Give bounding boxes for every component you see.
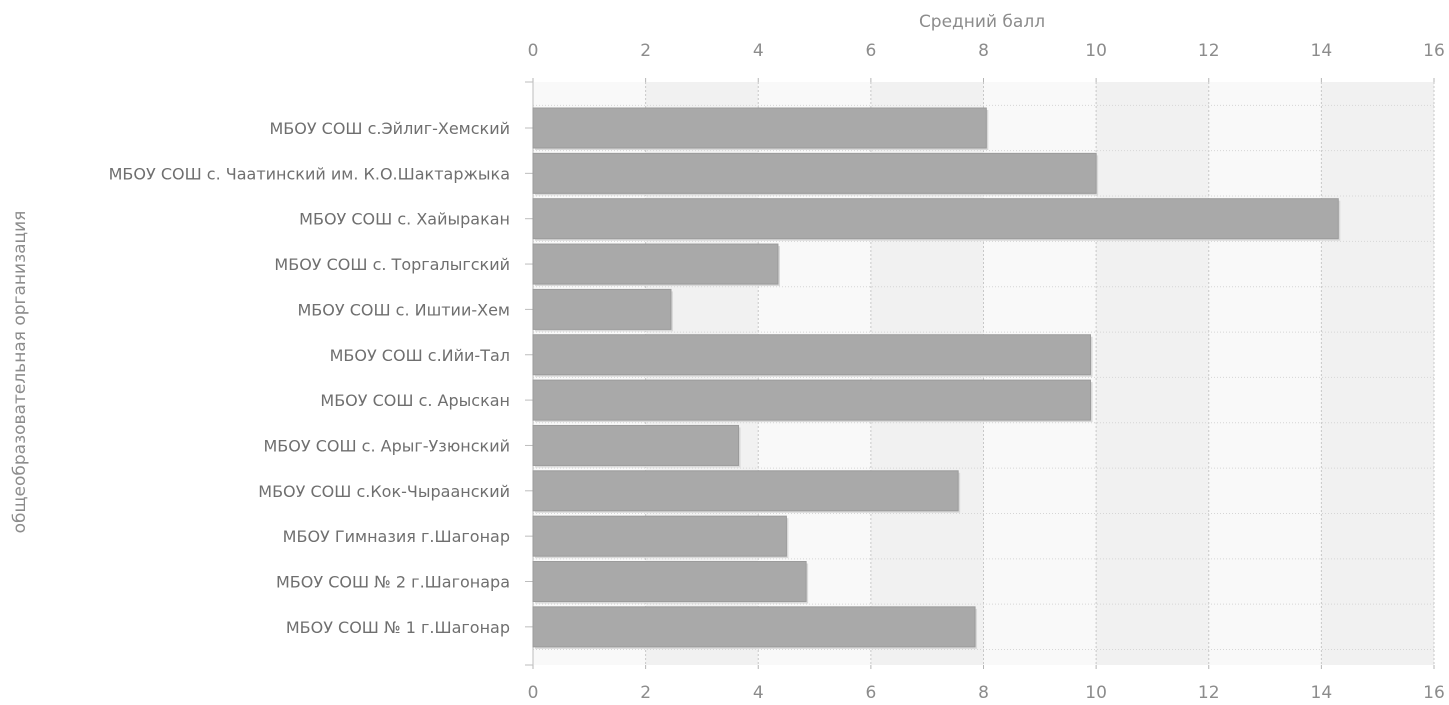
bottom-tick-label: 0 <box>528 683 539 703</box>
x-axis-title: Средний балл <box>919 12 1045 32</box>
background-band <box>1208 82 1322 665</box>
bars <box>532 107 1341 649</box>
category-label: МБОУ СОШ с.Эйлиг-Хемский <box>269 119 510 138</box>
top-tick-label: 8 <box>978 41 989 61</box>
bar <box>532 198 1339 240</box>
horizontal-gridlines <box>533 104 1434 651</box>
bar <box>532 334 1091 376</box>
category-label: МБОУ СОШ с. Арыг-Узюнский <box>264 436 511 455</box>
bottom-tick-label: 4 <box>753 683 764 703</box>
category-label: МБОУ СОШ с.Ийи-Тал <box>330 346 510 365</box>
category-label: МБОУ СОШ № 2 г.Шагонара <box>276 573 510 592</box>
bar <box>532 243 779 285</box>
top-tick-label: 10 <box>1085 41 1107 61</box>
bar <box>532 288 672 330</box>
bottom-tick-label: 10 <box>1085 683 1107 703</box>
category-label: МБОУ СОШ с.Кок-Чыраанский <box>258 482 510 501</box>
bottom-tick-label: 14 <box>1311 683 1333 703</box>
top-tick-label: 0 <box>528 41 539 61</box>
category-label: МБОУ СОШ с. Хайыракан <box>299 210 510 229</box>
top-tick-label: 12 <box>1198 41 1220 61</box>
bottom-tick-label: 8 <box>978 683 989 703</box>
y-axis-title: общеобразовательная организация <box>10 211 30 534</box>
bottom-tick-label: 12 <box>1198 683 1220 703</box>
bar <box>532 606 976 648</box>
bar <box>532 470 959 512</box>
bar <box>532 424 740 466</box>
category-labels: МБОУ СОШ с.Эйлиг-Хемский МБОУ СОШ с. Чаат… <box>109 119 510 637</box>
bar <box>532 107 987 149</box>
top-tick-label: 6 <box>865 41 876 61</box>
background-band <box>1096 82 1209 665</box>
bar <box>532 152 1097 194</box>
top-tick-labels: 0 2 4 6 8 10 12 14 16 <box>528 41 1445 61</box>
top-tick-label: 16 <box>1423 41 1445 61</box>
bottom-tick-label: 16 <box>1423 683 1445 703</box>
category-label: МБОУ СОШ с. Иштии-Хем <box>297 300 510 319</box>
bar <box>532 561 807 602</box>
top-tick-label: 2 <box>640 41 651 61</box>
category-label: МБОУ Гимназия г.Шагонар <box>283 527 510 546</box>
bottom-tick-label: 2 <box>640 683 651 703</box>
top-tick-label: 14 <box>1311 41 1333 61</box>
bar <box>532 515 787 557</box>
bar <box>532 379 1091 421</box>
category-label: МБОУ СОШ с. Чаатинский им. К.О.Шактаржык… <box>109 164 510 183</box>
top-tick-label: 4 <box>753 41 764 61</box>
category-label: МБОУ СОШ с. Торгалыгский <box>274 255 510 274</box>
background-band <box>1321 82 1434 665</box>
bottom-tick-label: 6 <box>865 683 876 703</box>
category-label: МБОУ СОШ с. Арыскан <box>320 391 510 410</box>
category-label: МБОУ СОШ № 1 г.Шагонар <box>286 618 510 637</box>
bottom-tick-labels: 0 2 4 6 8 10 12 14 16 <box>528 683 1445 703</box>
